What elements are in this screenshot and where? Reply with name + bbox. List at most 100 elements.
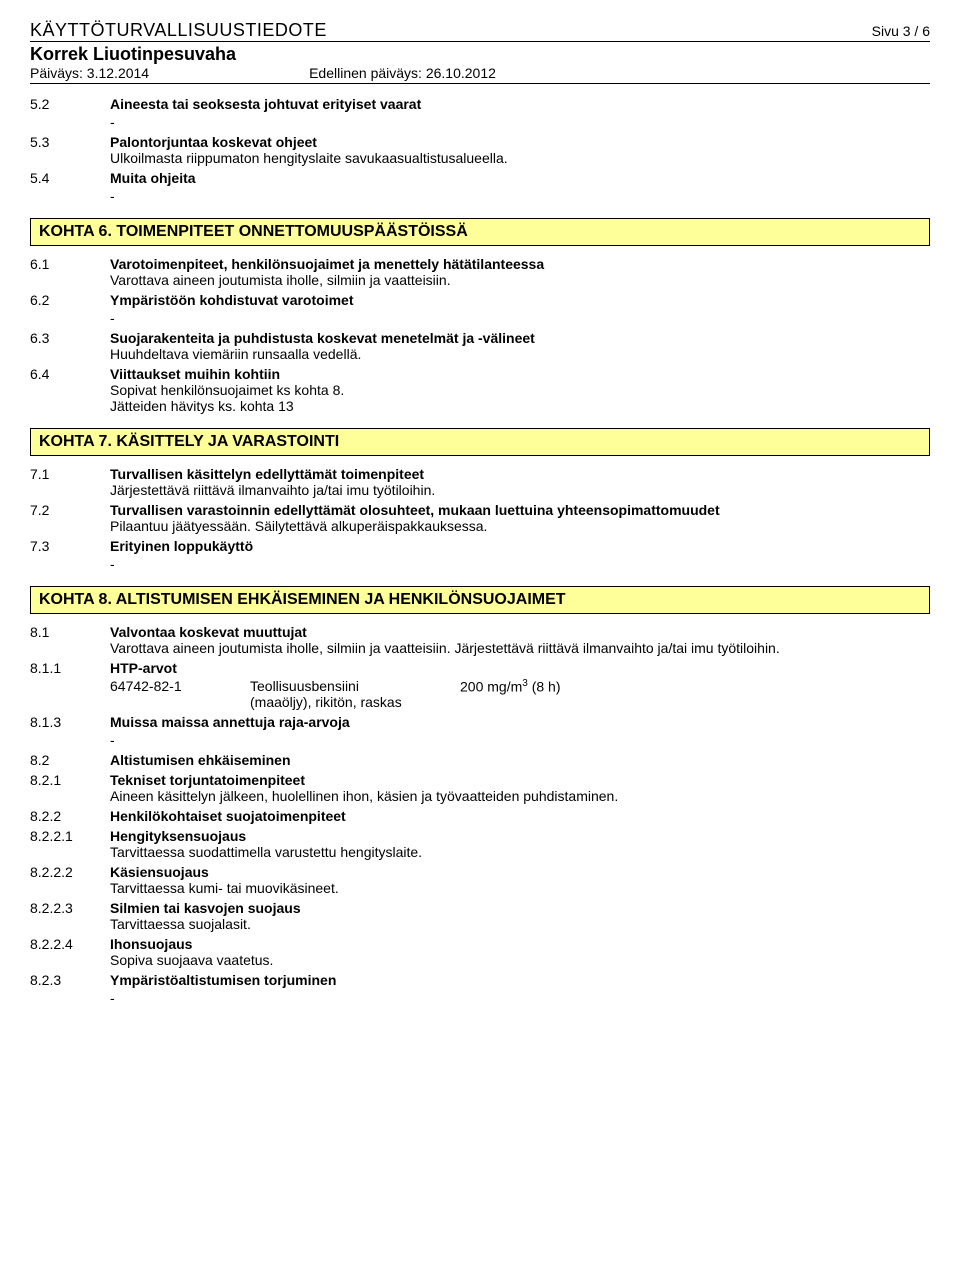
sec5-row: 5.3Palontorjuntaa koskevat ohjeetUlkoilm… — [30, 134, 930, 166]
sec8b-row: 8.2.2Henkilökohtaiset suojatoimenpiteet — [30, 808, 930, 824]
htp-name-line1: Teollisuusbensiini — [250, 678, 359, 694]
section-heading: Muita ohjeita — [110, 170, 930, 186]
section-body: Tarvittaessa suodattimella varustettu he… — [110, 844, 930, 860]
section-number: 8.1.3 — [30, 714, 110, 730]
section-number: 8.2.2.1 — [30, 828, 110, 860]
section-content: Aineesta tai seoksesta johtuvat erityise… — [110, 96, 930, 112]
section-heading: Henkilökohtaiset suojatoimenpiteet — [110, 808, 930, 824]
sec5-row: 5.4Muita ohjeita — [30, 170, 930, 186]
section-body: Tarvittaessa kumi- tai muovikäsineet. — [110, 880, 930, 896]
section-body: Ulkoilmasta riippumaton hengityslaite sa… — [110, 150, 930, 166]
section-number: 8.2 — [30, 752, 110, 768]
section-content: Viittaukset muihin kohtiinSopivat henkil… — [110, 366, 930, 414]
sec8b-row: 8.1.3Muissa maissa annettuja raja-arvoja — [30, 714, 930, 730]
section-number: 5.2 — [30, 96, 110, 112]
section-number: 5.3 — [30, 134, 110, 166]
sec8b-row: 8.2.3Ympäristöaltistumisen torjuminen — [30, 972, 930, 988]
dash: - — [110, 732, 930, 748]
section-heading: Hengityksensuojaus — [110, 828, 930, 844]
section-body: Varottava aineen joutumista iholle, silm… — [110, 272, 930, 288]
dates-row: Päiväys: 3.12.2014 Edellinen päiväys: 26… — [30, 65, 930, 84]
section-content: Turvallisen käsittelyn edellyttämät toim… — [110, 466, 930, 498]
section-number: 8.1.1 — [30, 660, 110, 676]
section-content: Muita ohjeita — [110, 170, 930, 186]
sec8b-row: 8.2Altistumisen ehkäiseminen — [30, 752, 930, 768]
section-body: Pilaantuu jäätyessään. Säilytettävä alku… — [110, 518, 930, 534]
dash: - — [110, 990, 930, 1006]
sec6-row: 6.1Varotoimenpiteet, henkilönsuojaimet j… — [30, 256, 930, 288]
sec7-row: 7.1Turvallisen käsittelyn edellyttämät t… — [30, 466, 930, 498]
section-heading: Silmien tai kasvojen suojaus — [110, 900, 930, 916]
section-number: 8.2.1 — [30, 772, 110, 804]
section-body: Järjestettävä riittävä ilmanvaihto ja/ta… — [110, 482, 930, 498]
dash: - — [110, 114, 930, 130]
section-number: 8.2.2 — [30, 808, 110, 824]
htp-row: 64742-82-1 Teollisuusbensiini (maaöljy),… — [110, 678, 930, 710]
section-number: 7.2 — [30, 502, 110, 534]
htp-name: Teollisuusbensiini (maaöljy), rikitön, r… — [250, 678, 460, 710]
section-content: Altistumisen ehkäiseminen — [110, 752, 930, 768]
section-body: Jätteiden hävitys ks. kohta 13 — [110, 398, 930, 414]
section-heading: Viittaukset muihin kohtiin — [110, 366, 930, 382]
dash: - — [110, 188, 930, 204]
section-heading: Ympäristöön kohdistuvat varotoimet — [110, 292, 930, 308]
section-number: 6.3 — [30, 330, 110, 362]
section-content: Ympäristöön kohdistuvat varotoimet — [110, 292, 930, 308]
section-number: 7.3 — [30, 538, 110, 554]
section-number: 8.1 — [30, 624, 110, 656]
section-heading: Altistumisen ehkäiseminen — [110, 752, 930, 768]
section-number: 8.2.2.2 — [30, 864, 110, 896]
sec8b-row: 8.2.2.2KäsiensuojausTarvittaessa kumi- t… — [30, 864, 930, 896]
section-content: Palontorjuntaa koskevat ohjeetUlkoilmast… — [110, 134, 930, 166]
htp-name-line2: (maaöljy), rikitön, raskas — [250, 694, 402, 710]
section-content: HengityksensuojausTarvittaessa suodattim… — [110, 828, 930, 860]
sec5-row: 5.2Aineesta tai seoksesta johtuvat erity… — [30, 96, 930, 112]
sec8a-row: 8.1Valvontaa koskevat muuttujatVarottava… — [30, 624, 930, 656]
sec7-row: 7.3Erityinen loppukäyttö — [30, 538, 930, 554]
section-heading: Turvallisen varastoinnin edellyttämät ol… — [110, 502, 930, 518]
section-content: Valvontaa koskevat muuttujatVarottava ai… — [110, 624, 930, 656]
section-number: 8.2.2.3 — [30, 900, 110, 932]
section-heading: Palontorjuntaa koskevat ohjeet — [110, 134, 930, 150]
section-body: Huuhdeltava viemäriin runsaalla vedellä. — [110, 346, 930, 362]
sec8a-row: 8.1.1HTP-arvot — [30, 660, 930, 676]
section-heading: Valvontaa koskevat muuttujat — [110, 624, 930, 640]
sec8b-row: 8.2.2.3Silmien tai kasvojen suojausTarvi… — [30, 900, 930, 932]
section-content: KäsiensuojausTarvittaessa kumi- tai muov… — [110, 864, 930, 896]
section-content: Muissa maissa annettuja raja-arvoja — [110, 714, 930, 730]
section-number: 8.2.3 — [30, 972, 110, 988]
section-body: Sopiva suojaava vaatetus. — [110, 952, 930, 968]
section-heading: Ympäristöaltistumisen torjuminen — [110, 972, 930, 988]
section-heading: Erityinen loppukäyttö — [110, 538, 930, 554]
section-body: Aineen käsittelyn jälkeen, huolellinen i… — [110, 788, 930, 804]
kohta6-title: KOHTA 6. TOIMENPITEET ONNETTOMUUSPÄÄSTÖI… — [30, 218, 930, 246]
section-content: HTP-arvot — [110, 660, 930, 676]
sec6-row: 6.4Viittaukset muihin kohtiinSopivat hen… — [30, 366, 930, 414]
dash: - — [110, 556, 930, 572]
section-content: IhonsuojausSopiva suojaava vaatetus. — [110, 936, 930, 968]
section-number: 6.1 — [30, 256, 110, 288]
date: Päiväys: 3.12.2014 — [30, 65, 149, 81]
dash: - — [110, 310, 930, 326]
section-number: 6.2 — [30, 292, 110, 308]
product-name: Korrek Liuotinpesuvaha — [30, 44, 930, 65]
section-content: Suojarakenteita ja puhdistusta koskevat … — [110, 330, 930, 362]
section-heading: Varotoimenpiteet, henkilönsuojaimet ja m… — [110, 256, 930, 272]
section-heading: Suojarakenteita ja puhdistusta koskevat … — [110, 330, 930, 346]
sec7-row: 7.2Turvallisen varastoinnin edellyttämät… — [30, 502, 930, 534]
section-number: 5.4 — [30, 170, 110, 186]
section-body: Sopivat henkilönsuojaimet ks kohta 8. — [110, 382, 930, 398]
section-number: 6.4 — [30, 366, 110, 414]
kohta8-title: KOHTA 8. ALTISTUMISEN EHKÄISEMINEN JA HE… — [30, 586, 930, 614]
section-heading: HTP-arvot — [110, 660, 930, 676]
section-heading: Aineesta tai seoksesta johtuvat erityise… — [110, 96, 930, 112]
kohta7-title: KOHTA 7. KÄSITTELY JA VARASTOINTI — [30, 428, 930, 456]
htp-value: 200 mg/m3 (8 h) — [460, 678, 561, 710]
sec6-row: 6.3Suojarakenteita ja puhdistusta koskev… — [30, 330, 930, 362]
sec8b-row: 8.2.2.1HengityksensuojausTarvittaessa su… — [30, 828, 930, 860]
section-content: Tekniset torjuntatoimenpiteetAineen käsi… — [110, 772, 930, 804]
section-number: 7.1 — [30, 466, 110, 498]
section-content: Turvallisen varastoinnin edellyttämät ol… — [110, 502, 930, 534]
section-content: Erityinen loppukäyttö — [110, 538, 930, 554]
doc-title: KÄYTTÖTURVALLISUUSTIEDOTE — [30, 20, 327, 41]
